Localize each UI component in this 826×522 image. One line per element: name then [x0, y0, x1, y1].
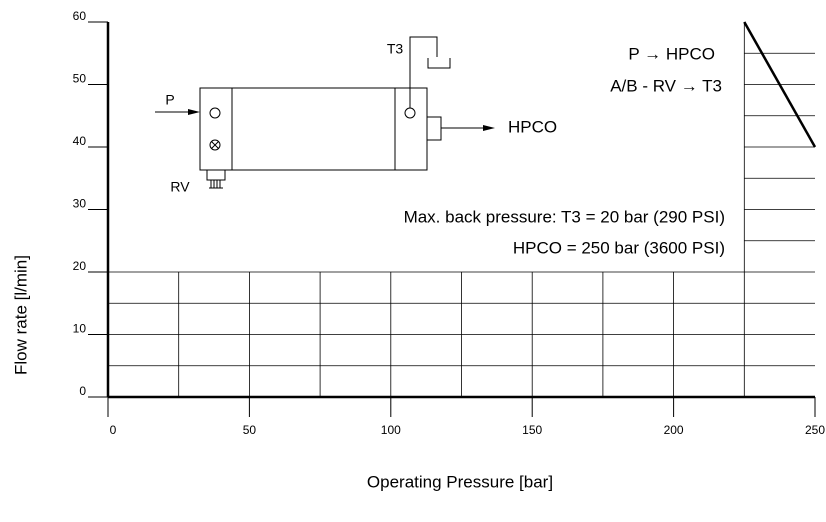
y-tick-label: 50 — [73, 72, 87, 86]
diagram-label: P — [165, 92, 174, 108]
valve-diagram — [155, 36, 495, 189]
x-tick-label: 150 — [522, 423, 542, 437]
annotation: A/B - RV → T3 — [610, 76, 722, 95]
y-tick-label: 10 — [73, 322, 87, 336]
y-tick-label: 20 — [73, 259, 87, 273]
x-tick-label: 250 — [805, 423, 825, 437]
annotation: Max. back pressure: T3 = 20 bar (290 PSI… — [404, 207, 725, 226]
diagram-label: HPCO — [508, 117, 557, 136]
x-tick-label: 50 — [243, 423, 257, 437]
y-tick-label: 40 — [73, 134, 87, 148]
x-tick-label: 0 — [110, 423, 117, 437]
y-tick-label: 60 — [73, 9, 87, 23]
y-tick-label: 30 — [73, 197, 87, 211]
diagram-label: T3 — [387, 41, 404, 57]
annotation: P → HPCO — [628, 44, 715, 63]
x-axis-label: Operating Pressure [bar] — [367, 472, 553, 491]
diagram-label: RV — [170, 179, 190, 195]
x-tick-label: 200 — [664, 423, 684, 437]
y-axis-label: Flow rate [l/min] — [11, 255, 30, 375]
x-tick-label: 100 — [381, 423, 401, 437]
limit-line — [743, 21, 817, 148]
annotation: HPCO = 250 bar (3600 PSI) — [513, 238, 725, 257]
y-tick-label: 0 — [79, 384, 86, 398]
